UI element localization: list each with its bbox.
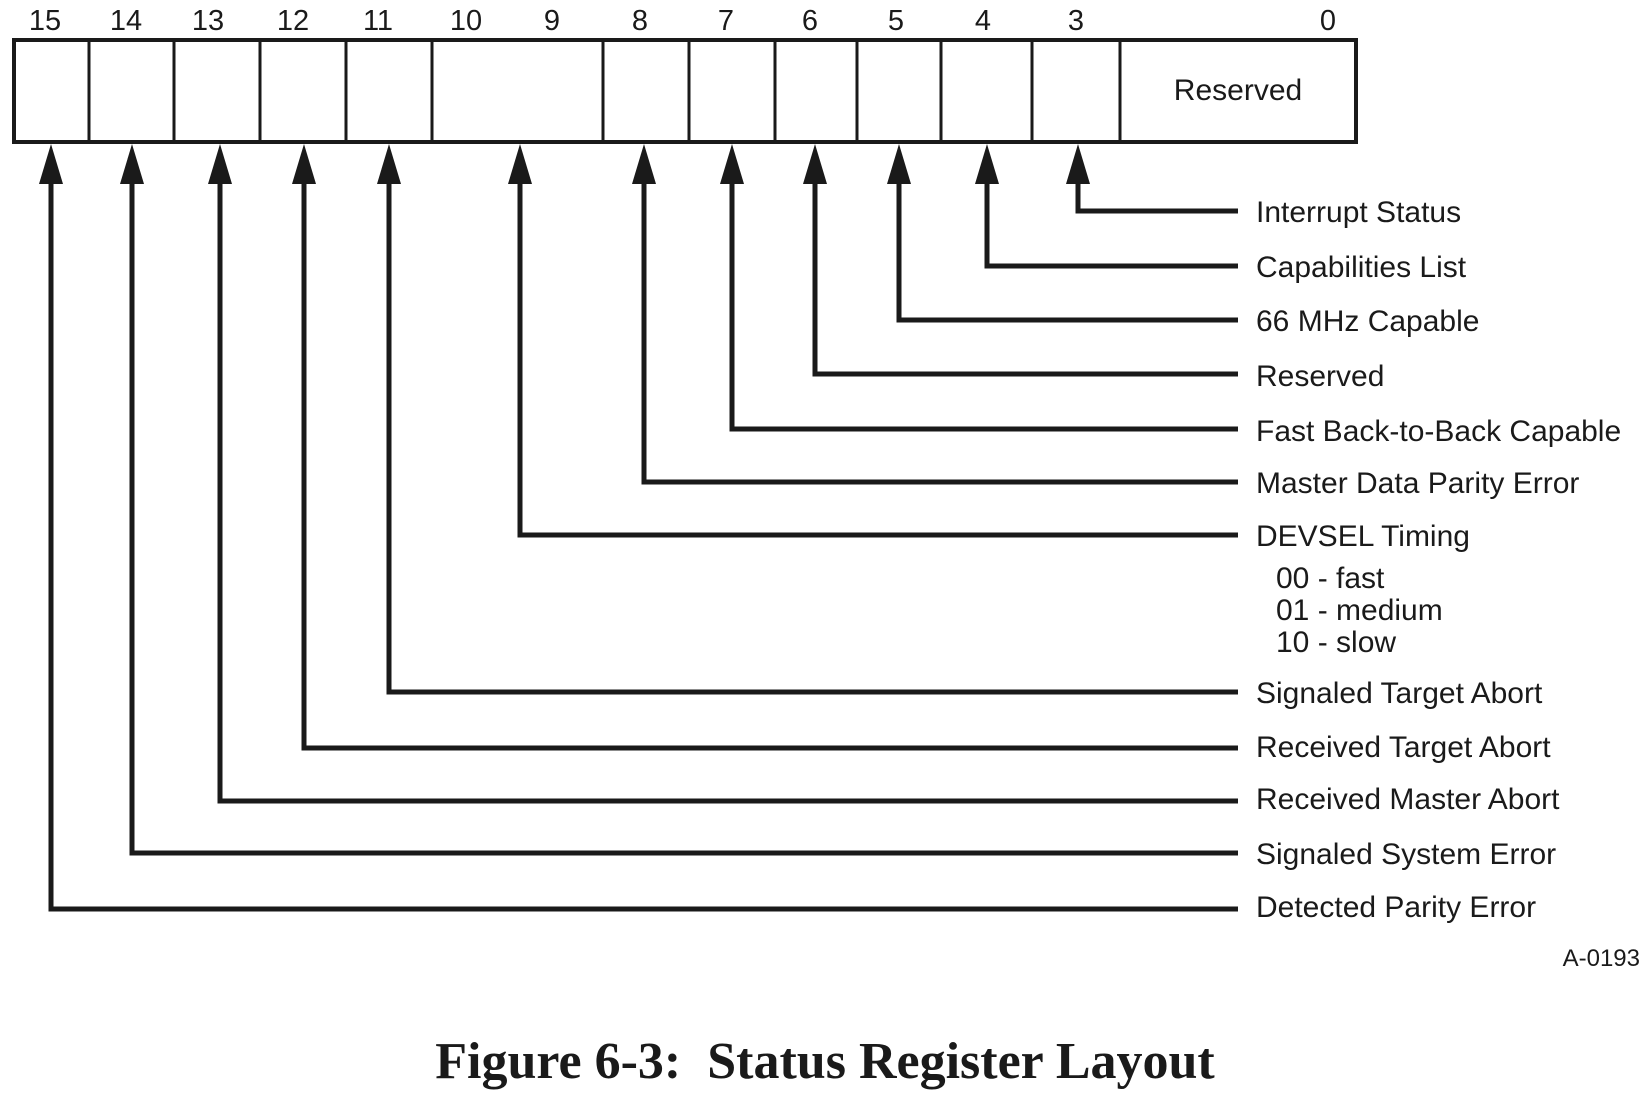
leader-bit-12 bbox=[292, 144, 1238, 751]
bit-number-14: 14 bbox=[110, 5, 142, 37]
label-reserved-bit6: Reserved bbox=[1256, 360, 1384, 393]
leader-bit-4 bbox=[975, 144, 1238, 269]
leader-lines bbox=[39, 144, 1238, 912]
leader-bit-3 bbox=[1066, 144, 1238, 214]
leader-bit-14 bbox=[120, 144, 1238, 856]
bit-number-9: 9 bbox=[544, 5, 560, 37]
label-detected-parity-error: Detected Parity Error bbox=[1256, 891, 1536, 924]
leader-bit-6 bbox=[803, 144, 1238, 377]
leader-bit-5 bbox=[887, 144, 1238, 323]
bit-number-11: 11 bbox=[363, 5, 393, 37]
devsel-option-medium: 01 - medium bbox=[1276, 594, 1443, 627]
bit-number-12: 12 bbox=[277, 5, 309, 37]
bit-number-15: 15 bbox=[29, 5, 61, 37]
bit-number-13: 13 bbox=[192, 5, 224, 37]
label-signaled-system-error: Signaled System Error bbox=[1256, 838, 1556, 871]
bit-number-row: 15 14 13 12 11 10 9 8 7 6 5 4 3 0 bbox=[29, 5, 1336, 37]
label-master-data-parity-error: Master Data Parity Error bbox=[1256, 467, 1579, 500]
bit-number-10: 10 bbox=[450, 5, 482, 37]
bit-number-7: 7 bbox=[718, 5, 734, 37]
bit-number-5: 5 bbox=[888, 5, 904, 37]
bit-number-0: 0 bbox=[1320, 5, 1336, 37]
leader-bit-15 bbox=[39, 144, 1238, 912]
leader-bit-7 bbox=[720, 144, 1238, 432]
label-devsel-timing: DEVSEL Timing bbox=[1256, 520, 1470, 553]
label-signaled-target-abort: Signaled Target Abort bbox=[1256, 677, 1543, 710]
devsel-option-fast: 00 - fast bbox=[1276, 562, 1385, 595]
label-66mhz-capable: 66 MHz Capable bbox=[1256, 305, 1479, 338]
leader-bits-10-9 bbox=[508, 144, 1238, 538]
figure-id: A-0193 bbox=[1563, 945, 1640, 972]
label-capabilities-list: Capabilities List bbox=[1256, 251, 1467, 284]
bit-number-4: 4 bbox=[975, 5, 991, 37]
leader-bit-8 bbox=[632, 144, 1238, 485]
figure-caption: Figure 6-3: Status Register Layout bbox=[435, 1033, 1215, 1090]
label-interrupt-status: Interrupt Status bbox=[1256, 196, 1461, 229]
leader-bit-13 bbox=[208, 144, 1238, 804]
label-received-target-abort: Received Target Abort bbox=[1256, 731, 1551, 764]
register-box: Reserved bbox=[12, 38, 1358, 144]
reserved-field-label: Reserved bbox=[1174, 74, 1302, 107]
label-received-master-abort: Received Master Abort bbox=[1256, 783, 1560, 816]
bit-number-8: 8 bbox=[632, 5, 648, 37]
bit-number-3: 3 bbox=[1068, 5, 1084, 37]
leader-bit-11 bbox=[377, 144, 1238, 695]
field-labels: Interrupt Status Capabilities List 66 MH… bbox=[1256, 196, 1621, 924]
bit-number-6: 6 bbox=[802, 5, 818, 37]
devsel-option-slow: 10 - slow bbox=[1276, 626, 1396, 659]
label-fast-back-to-back: Fast Back-to-Back Capable bbox=[1256, 415, 1621, 448]
